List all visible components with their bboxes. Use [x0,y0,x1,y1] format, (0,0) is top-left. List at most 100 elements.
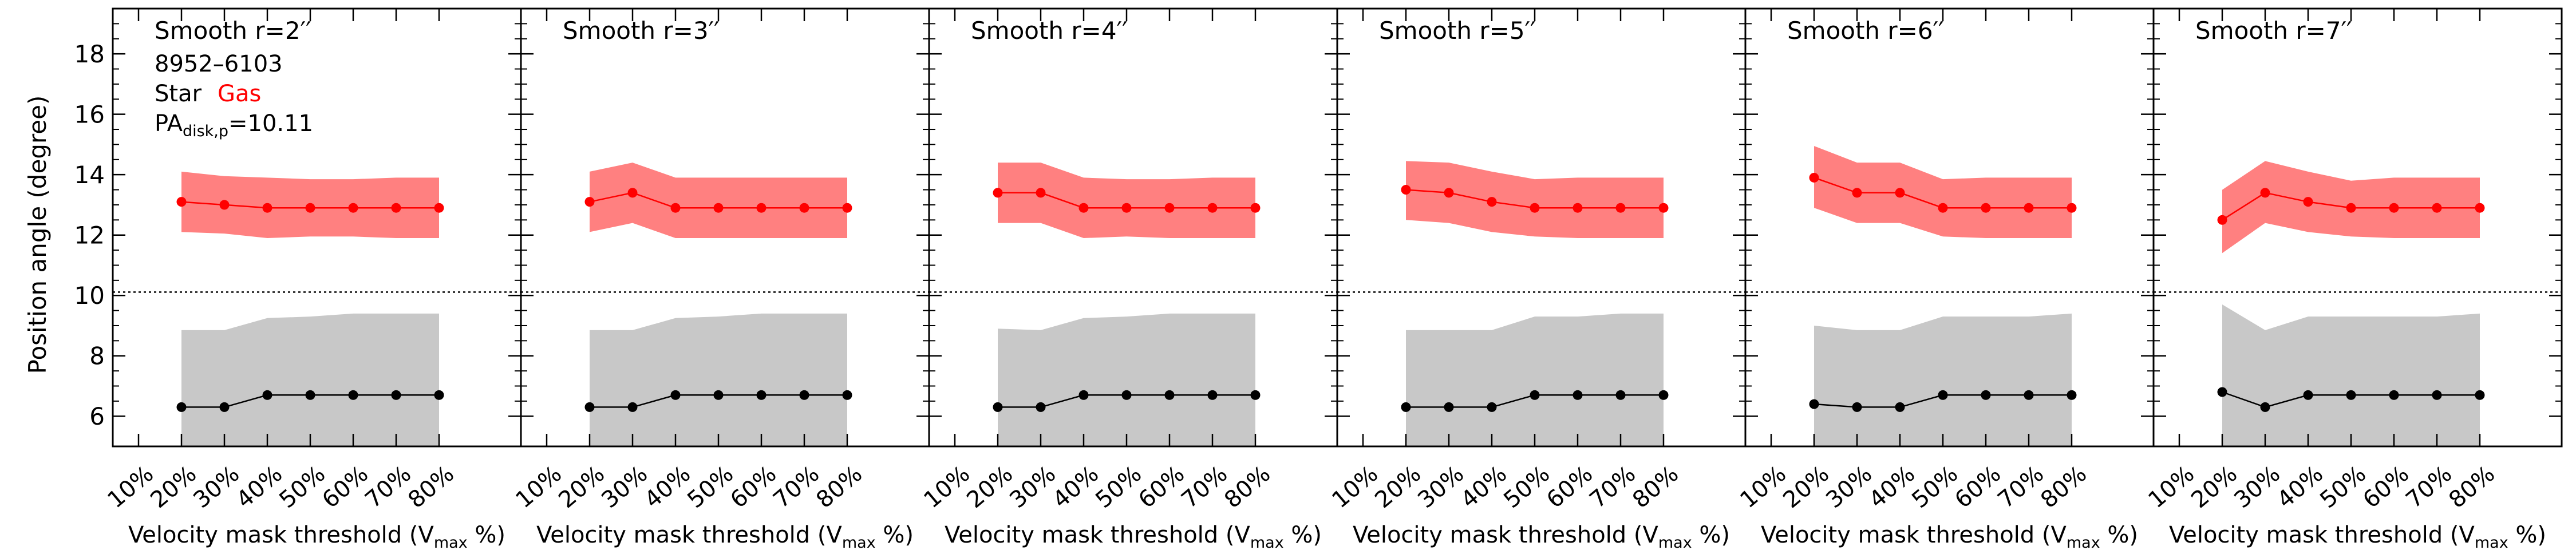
x-tick-label: 20% [145,461,202,513]
star-point [1121,390,1132,400]
gas-point [1121,203,1132,213]
x-axis-label-prefix: Velocity mask threshold (V [945,522,1251,548]
x-tick-label: 10% [511,461,567,513]
gas-point [219,200,230,210]
panel-title: Smooth r=2′′ [155,17,311,45]
gas-point [348,203,358,213]
x-tick-label: 80% [1627,461,1684,513]
gas-point [993,188,1003,198]
x-tick-label: 10% [1327,461,1383,513]
gas-point [1036,188,1046,198]
gas-point [176,197,187,207]
x-tick-label: 30% [1821,461,1877,513]
gas-point [627,188,638,198]
gas-point [1938,203,1948,213]
y-tick-label: 18 [74,40,105,68]
gas-point [1981,203,1991,213]
y-tick-label: 8 [89,342,105,370]
plot-area [929,163,1337,446]
star-point [1078,390,1089,400]
x-tick-label: 10% [1735,461,1791,513]
star-point [2475,390,2485,400]
plot-area [113,171,521,446]
x-tick-label: 30% [2229,461,2285,513]
annotations: Position angle (degree) 8952–6103 Star G… [23,51,313,374]
chart-panel-6: 10%20%30%40%50%60%70%80% Smooth r=7′′ Velo… [2143,7,2563,552]
star-point [842,390,852,400]
gas-point [262,203,272,213]
pa-subscript: disk,p [183,122,228,140]
star-point [627,402,638,412]
star-point [713,390,724,400]
gas-point [1487,197,1497,207]
x-tick-label: 50% [1499,461,1555,513]
star-point [2067,390,2077,400]
star-point [1615,390,1626,400]
gas-point [2475,203,2485,213]
gas-point [2067,203,2077,213]
gas-point [2217,215,2227,225]
pa-value: =10.11 [228,110,313,137]
x-tick-label: 20% [2186,461,2242,513]
star-point [434,390,444,400]
star-error-band [1814,313,2072,446]
x-tick-label: 80% [2036,461,2092,513]
gas-point [1207,203,1218,213]
x-tick-label: 40% [2272,461,2328,513]
star-point [219,402,230,412]
x-tick-label: 40% [231,461,287,513]
star-point [670,390,681,400]
x-tick-label: 20% [554,461,610,513]
gas-point [1078,203,1089,213]
x-tick-label: 50% [1907,461,1963,513]
chart-panel-2: 10%20%30%40%50%60%70%80% Smooth r=3′′ Velo… [511,7,930,552]
star-point [756,390,767,400]
gas-point [670,203,681,213]
x-axis-label-prefix: Velocity mask threshold (V [1761,522,2067,548]
x-tick-label: 10% [2143,461,2199,513]
panel-title: Smooth r=5′′ [1379,17,1536,45]
panels: 68101214161810%20%30%40%50%60%70%80%Smoo… [74,7,2563,552]
x-tick-label: 70% [2401,461,2457,513]
star-error-band [998,313,1255,446]
legend-gas-label: Gas [218,81,261,107]
x-axis-label: Velocity mask threshold (Vmax %) [536,522,914,552]
x-tick-label: 60% [1542,461,1598,513]
gas-point [713,203,724,213]
plate-ifu-label: 8952–6103 [155,51,283,77]
panel-title: Smooth r=4′′ [971,17,1128,45]
x-tick-label: 40% [639,461,696,513]
x-axis-label-suffix: %) [468,522,505,548]
y-axis-label: Position angle (degree) [23,96,52,374]
pa-disk-label: PAdisk,p=10.11 [155,110,313,140]
x-tick-label: 70% [768,461,824,513]
x-tick-label: 20% [1778,461,1834,513]
x-axis-label-subscript: max [2067,534,2100,552]
x-tick-label: 70% [1585,461,1641,513]
plot-area [1337,161,1745,446]
x-tick-label: 30% [596,461,653,513]
gas-point [584,197,595,207]
star-point [1401,402,1411,412]
star-point [1207,390,1218,400]
gas-point [2024,203,2034,213]
star-point [1487,402,1497,412]
star-point [799,390,809,400]
star-point [1164,390,1175,400]
chart-panel-3: 10%20%30%40%50%60%70%80% Smooth r=4′′ Velo… [919,7,1338,552]
gas-point [1401,185,1411,195]
star-error-band [2222,304,2480,446]
x-axis-label-prefix: Velocity mask threshold (V [536,522,843,548]
y-tick-label: 16 [74,101,105,129]
x-axis-label-subscript: max [2475,534,2508,552]
chart-panel-5: 10%20%30%40%50%60%70%80% Smooth r=6′′ Velo… [1735,7,2155,552]
star-point [1573,390,1583,400]
star-point [2217,387,2227,397]
gas-point [2303,197,2313,207]
plot-area [2154,161,2562,446]
gas-point [1852,188,1862,198]
gas-point [2389,203,2399,213]
x-axis-label-suffix: %) [2508,522,2546,548]
x-axis-label-suffix: %) [2100,522,2138,548]
gas-point [2346,203,2356,213]
